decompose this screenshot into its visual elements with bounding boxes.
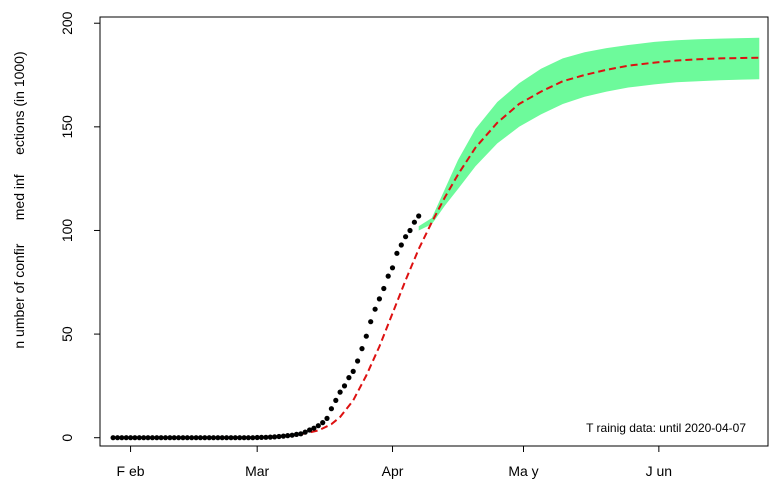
observed-point <box>307 427 313 433</box>
observed-point <box>162 435 169 441</box>
observed-point <box>241 435 247 441</box>
x-axis: F eb Mar Apr Ma y J un <box>117 446 672 479</box>
observed-point <box>167 435 173 441</box>
observed-point <box>355 358 361 364</box>
observed-point <box>368 319 374 325</box>
y-axis-label: n umber of confir med inf ections (in 10… <box>11 51 27 348</box>
observed-point <box>394 250 400 256</box>
observed-point <box>411 219 417 225</box>
observed-point <box>363 333 369 339</box>
observed-point <box>350 368 356 374</box>
y-tick-label: 100 <box>59 219 75 243</box>
observed-point <box>416 213 422 219</box>
observed-point <box>341 383 348 389</box>
observed-point <box>311 425 317 431</box>
observed-point <box>315 423 321 429</box>
observed-point <box>154 435 160 441</box>
observed-point <box>189 435 195 441</box>
observed-point <box>219 435 225 441</box>
observed-point <box>258 434 265 440</box>
observed-point <box>228 435 234 441</box>
y-tick-label: 150 <box>59 115 75 139</box>
observed-point <box>324 415 330 421</box>
observed-point <box>376 296 382 302</box>
observed-point <box>254 434 260 441</box>
observed-point <box>180 435 186 441</box>
x-tick-label: F eb <box>117 463 145 479</box>
observed-point <box>224 435 230 441</box>
observed-point <box>289 432 295 438</box>
observed-point <box>119 435 125 441</box>
observed-point <box>176 435 182 441</box>
observed-point <box>385 273 391 279</box>
observed-point <box>302 429 308 435</box>
observed-point <box>237 435 243 441</box>
observed-point <box>267 434 273 440</box>
observed-point <box>232 435 238 441</box>
confidence-band <box>418 37 760 231</box>
observed-point <box>245 435 251 441</box>
observed-point <box>250 435 256 441</box>
observed-point <box>128 435 134 441</box>
observed-point <box>210 435 217 441</box>
x-tick-label: Mar <box>245 463 269 479</box>
observed-point <box>197 435 203 441</box>
observed-point <box>132 435 138 441</box>
observed-point <box>110 435 116 441</box>
observed-point <box>276 433 282 440</box>
observed-point <box>171 435 177 441</box>
observed-point <box>215 435 221 441</box>
plot-frame <box>99 16 769 447</box>
observed-point <box>298 431 304 437</box>
confidence-band-layer <box>418 37 760 231</box>
x-tick-label: J un <box>646 463 672 479</box>
observed-point <box>141 435 147 441</box>
observed-point <box>337 389 343 395</box>
observed-point <box>320 420 326 426</box>
fitted-curve-layer <box>113 56 760 439</box>
observed-point <box>346 375 352 381</box>
observed-point <box>398 242 404 248</box>
observed-point <box>328 406 334 412</box>
observed-point <box>145 435 151 441</box>
observed-point <box>136 435 142 441</box>
observed-point <box>407 227 413 234</box>
x-tick-label: Apr <box>382 463 404 479</box>
observed-point <box>381 285 387 292</box>
observed-point <box>272 434 278 440</box>
observed-point <box>263 434 269 440</box>
observed-point <box>389 265 396 271</box>
y-tick-label: 200 <box>59 11 75 35</box>
observed-point <box>372 306 378 312</box>
y-axis: 0 50 100 150 200 <box>59 11 100 442</box>
observed-point <box>184 435 190 441</box>
observed-point <box>359 346 365 352</box>
y-tick-label: 50 <box>59 326 75 342</box>
observed-point <box>123 435 129 441</box>
observed-point <box>293 431 300 437</box>
observed-point <box>114 435 121 441</box>
observed-point <box>285 433 291 439</box>
observed-point <box>202 435 208 441</box>
y-tick-label: 0 <box>59 434 75 442</box>
fitted-curve <box>113 56 760 439</box>
training-annotation: T rainig data: until 2020-04-07 <box>586 421 746 435</box>
observed-point <box>280 433 286 439</box>
observed-point <box>193 435 199 441</box>
observed-point <box>158 435 164 441</box>
observed-point <box>206 435 212 441</box>
observed-point <box>403 234 409 240</box>
x-tick-label: Ma y <box>508 463 538 479</box>
observed-point <box>149 435 155 441</box>
observed-point <box>333 397 339 403</box>
observed-points-layer <box>110 213 422 441</box>
